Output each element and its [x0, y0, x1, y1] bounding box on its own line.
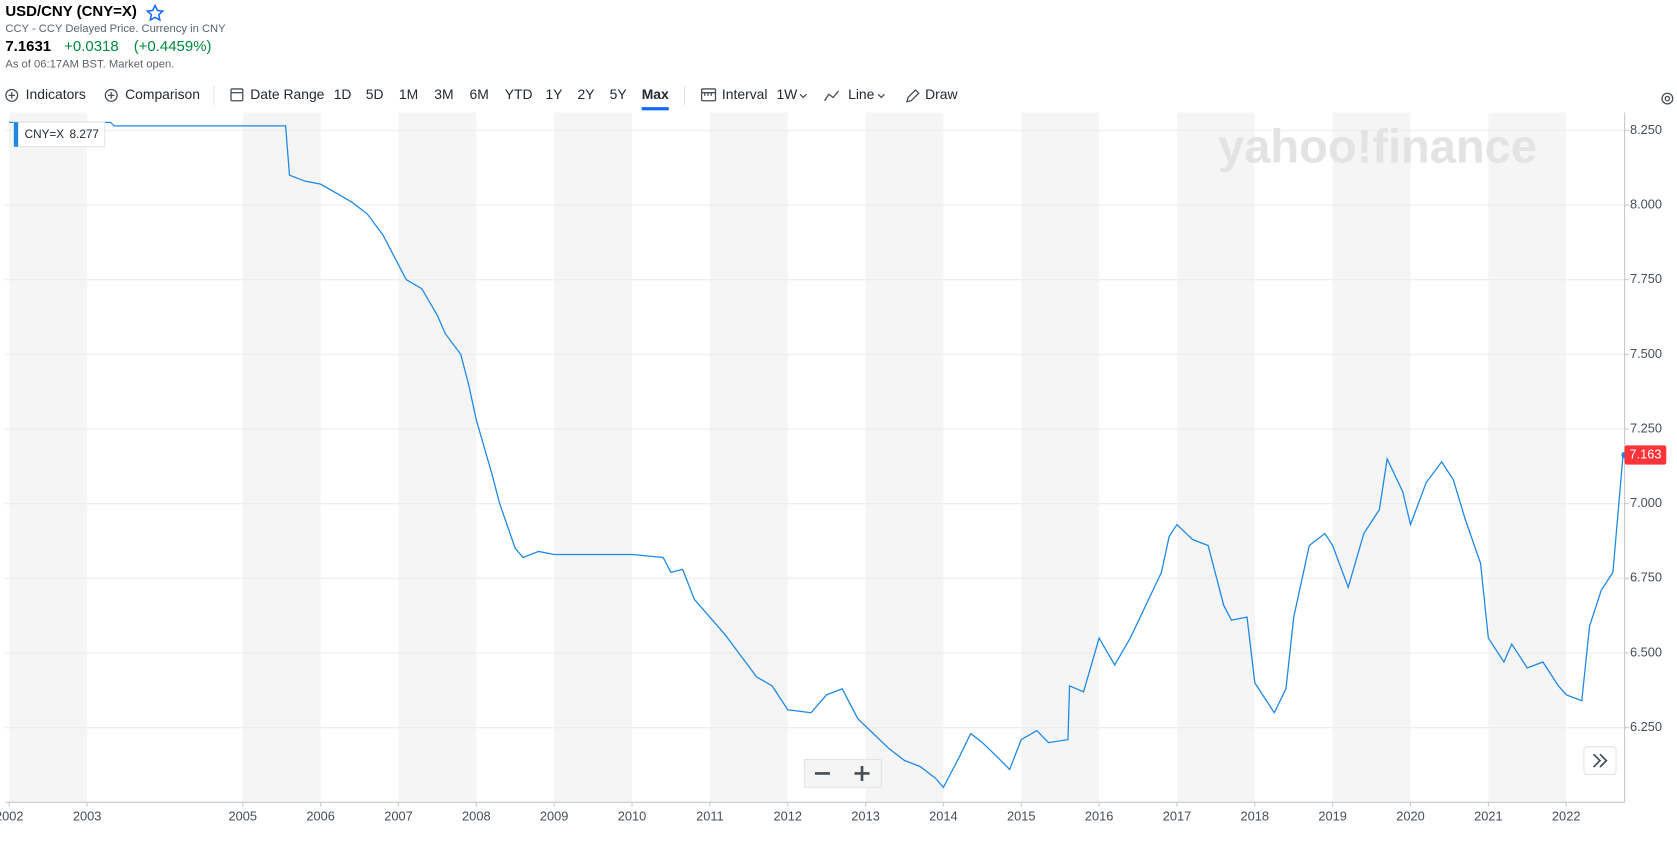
date-range-button[interactable]: Date Range	[250, 86, 324, 102]
quote-subtitle: CCY - CCY Delayed Price. Currency in CNY	[5, 23, 226, 35]
dropdown-caret	[877, 93, 885, 99]
x-tick-label: 2021	[1474, 809, 1503, 824]
x-tick-label: 2017	[1163, 809, 1192, 824]
x-tick-label: 2019	[1318, 809, 1347, 824]
comparison-icon	[104, 88, 118, 102]
range-button[interactable]: Max	[642, 86, 669, 102]
range-button[interactable]: YTD	[505, 86, 533, 102]
legend-swatch	[13, 122, 19, 147]
settings-icon[interactable]	[1661, 92, 1674, 105]
x-tick-label: 2012	[773, 809, 802, 824]
year-band	[554, 112, 633, 803]
plot-layer: 6.250 6.500 6.750 7.000 7.250 7.500 7.750 8.000…	[0, 112, 1667, 824]
x-tick-label: 2003	[73, 809, 102, 824]
indicators-button[interactable]: Indicators	[26, 86, 86, 102]
range-active-indicator	[641, 107, 669, 111]
legend-name: CNY=X	[25, 128, 65, 141]
comparison-button[interactable]: Comparison	[125, 86, 200, 102]
indicators-icon	[5, 88, 19, 102]
calendar-icon	[230, 88, 244, 102]
year-band	[9, 112, 88, 803]
x-tick-label: 2013	[851, 809, 880, 824]
watchlist-star[interactable]	[145, 3, 165, 22]
x-tick-label: 2009	[540, 809, 569, 824]
range-button[interactable]: 2Y	[578, 86, 595, 102]
scroll-right-icon	[1592, 753, 1608, 768]
x-tick-label: 2007	[384, 809, 413, 824]
range-button[interactable]: 1D	[334, 86, 352, 102]
interval-icon	[700, 88, 717, 102]
x-tick-label: 2002	[0, 809, 24, 824]
settings-icon	[1664, 95, 1671, 102]
line-icon	[824, 90, 839, 102]
y-tick-label: 7.250	[1630, 420, 1662, 435]
x-tick-label: 2008	[462, 809, 491, 824]
x-tick-label: 2016	[1085, 809, 1114, 824]
y-tick-label: 6.500	[1630, 644, 1662, 659]
x-tick-label: 2018	[1241, 809, 1270, 824]
price-change: +0.0318	[64, 38, 119, 55]
range-button[interactable]: 3M	[434, 86, 453, 102]
draw-button[interactable]: Draw	[925, 86, 958, 102]
year-band	[242, 112, 321, 803]
year-band	[865, 112, 944, 803]
x-tick-label: 2015	[1007, 809, 1036, 824]
x-tick-label: 2011	[696, 809, 724, 824]
y-tick-label: 7.750	[1630, 271, 1662, 286]
legend-value: 8.277	[70, 128, 99, 141]
y-tick-label: 6.750	[1630, 570, 1662, 585]
timestamp: As of 06:17AM BST. Market open.	[5, 58, 174, 70]
y-tick-label: 8.000	[1630, 196, 1662, 211]
x-tick-label: 2006	[306, 809, 335, 824]
last-price-badge	[1624, 445, 1667, 465]
year-band	[398, 112, 477, 803]
range-button[interactable]: 5Y	[610, 86, 627, 102]
comparison-icon	[108, 92, 115, 99]
indicators-icon	[8, 92, 15, 99]
x-tick-label: 2014	[929, 809, 958, 824]
year-band	[1332, 112, 1411, 803]
zoom-in-button[interactable]	[854, 765, 870, 781]
interval-select[interactable]: 1W	[776, 86, 798, 102]
y-tick-label: 6.250	[1630, 719, 1662, 734]
chart-type-select[interactable]: Line	[848, 86, 875, 102]
price-change-percent: (+0.4459%)	[134, 38, 212, 55]
year-band	[709, 112, 788, 803]
year-band	[1176, 112, 1255, 803]
watermark: yahoo!finance	[1218, 119, 1537, 172]
year-band	[1488, 112, 1567, 803]
range-button[interactable]: 5D	[366, 86, 384, 102]
dropdown-caret	[799, 93, 807, 99]
y-tick-label: 7.500	[1630, 346, 1662, 361]
y-tick-label: 8.250	[1630, 122, 1662, 137]
price: 7.1631	[5, 38, 51, 55]
interval-icon	[701, 92, 716, 96]
y-tick-label: 7.000	[1630, 495, 1662, 510]
year-band	[1021, 112, 1100, 803]
draw-icon	[906, 89, 920, 103]
legend-box	[13, 121, 106, 148]
x-tick-label: 2005	[229, 809, 258, 824]
price-line	[9, 121, 1624, 789]
x-tick-label: 2020	[1396, 809, 1425, 824]
range-buttons: 1D 5D 1M 3M 6M YTD 1Y 2Y 5Y Max	[334, 86, 669, 111]
background-layer	[5, 112, 1625, 803]
range-button[interactable]: 1M	[399, 86, 418, 102]
quote-title: USD/CNY (CNY=X)	[5, 3, 137, 20]
interval-label: Interval	[722, 86, 768, 102]
range-button[interactable]: 1Y	[545, 86, 562, 102]
range-button[interactable]: 6M	[470, 86, 489, 102]
x-tick-label: 2010	[618, 809, 647, 824]
last-price-label: 7.163	[1629, 446, 1661, 461]
x-tick-label: 2022	[1552, 809, 1581, 824]
